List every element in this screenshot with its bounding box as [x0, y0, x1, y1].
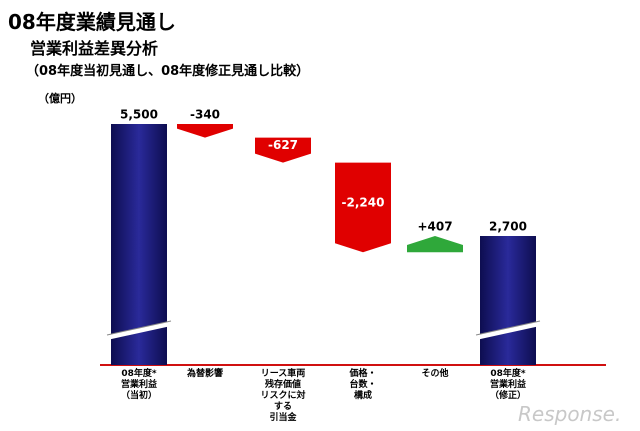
value-label: -627: [268, 138, 298, 152]
x-tick-label: 為替影響: [186, 369, 223, 379]
x-tick-label: 価格・ 台数・ 構成: [349, 369, 377, 401]
value-label: 2,700: [489, 220, 527, 234]
decrease-arrow: [177, 124, 233, 138]
watermark: Response.: [518, 402, 622, 426]
axis-break: [107, 321, 171, 340]
value-label: -2,240: [342, 195, 385, 209]
value-label: -340: [190, 108, 220, 122]
note: （08年度当初見通し、08年度修正見通し比較）: [26, 64, 310, 79]
increase-arrow: [407, 236, 463, 253]
decrease-arrow: [255, 137, 311, 163]
unit-label: （億円）: [38, 92, 82, 105]
x-tick-label: 08年度* 営業利益 （当初）: [120, 369, 157, 401]
title: 08年度業績見通し: [8, 10, 176, 34]
axis-break-line: [106, 320, 172, 336]
x-tick-label: その他: [421, 369, 449, 379]
subtitle: 営業利益差異分析: [30, 39, 159, 58]
axis-break: [476, 321, 540, 340]
axis-break-line: [475, 320, 541, 336]
value-label: +407: [417, 220, 452, 234]
x-tick-label: 08年度* 営業利益 （修正）: [489, 369, 526, 401]
x-tick-label: リース車両 残存価値 リスクに対 する 引当金: [260, 369, 306, 423]
value-label: 5,500: [120, 108, 158, 122]
decrease-arrow: [335, 162, 391, 253]
total-bar: [480, 236, 536, 365]
